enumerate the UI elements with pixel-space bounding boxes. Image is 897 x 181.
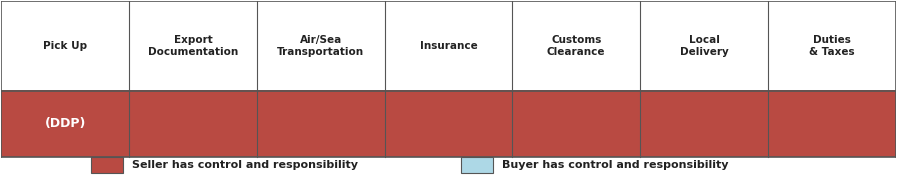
Bar — [2, 90, 129, 157]
Bar — [2, 1, 129, 90]
Text: (DDP): (DDP) — [45, 117, 86, 131]
Bar — [768, 1, 895, 90]
Bar — [257, 1, 385, 90]
Bar — [768, 90, 895, 157]
Text: Seller has control and responsibility: Seller has control and responsibility — [132, 160, 358, 170]
Bar — [129, 1, 257, 90]
Bar — [385, 1, 512, 90]
Bar — [512, 90, 640, 157]
Bar — [91, 157, 123, 173]
Bar — [512, 1, 640, 90]
Bar — [640, 90, 768, 157]
Bar — [461, 157, 493, 173]
Text: Export
Documentation: Export Documentation — [148, 35, 238, 57]
Text: Insurance: Insurance — [420, 41, 477, 51]
Text: Air/Sea
Transportation: Air/Sea Transportation — [277, 35, 364, 57]
Bar — [129, 90, 257, 157]
Bar — [385, 90, 512, 157]
Text: Buyer has control and responsibility: Buyer has control and responsibility — [502, 160, 728, 170]
Bar — [640, 1, 768, 90]
Bar — [257, 90, 385, 157]
Text: Pick Up: Pick Up — [43, 41, 87, 51]
Text: Local
Delivery: Local Delivery — [680, 35, 728, 57]
Text: Customs
Clearance: Customs Clearance — [547, 35, 605, 57]
Text: Duties
& Taxes: Duties & Taxes — [809, 35, 855, 57]
